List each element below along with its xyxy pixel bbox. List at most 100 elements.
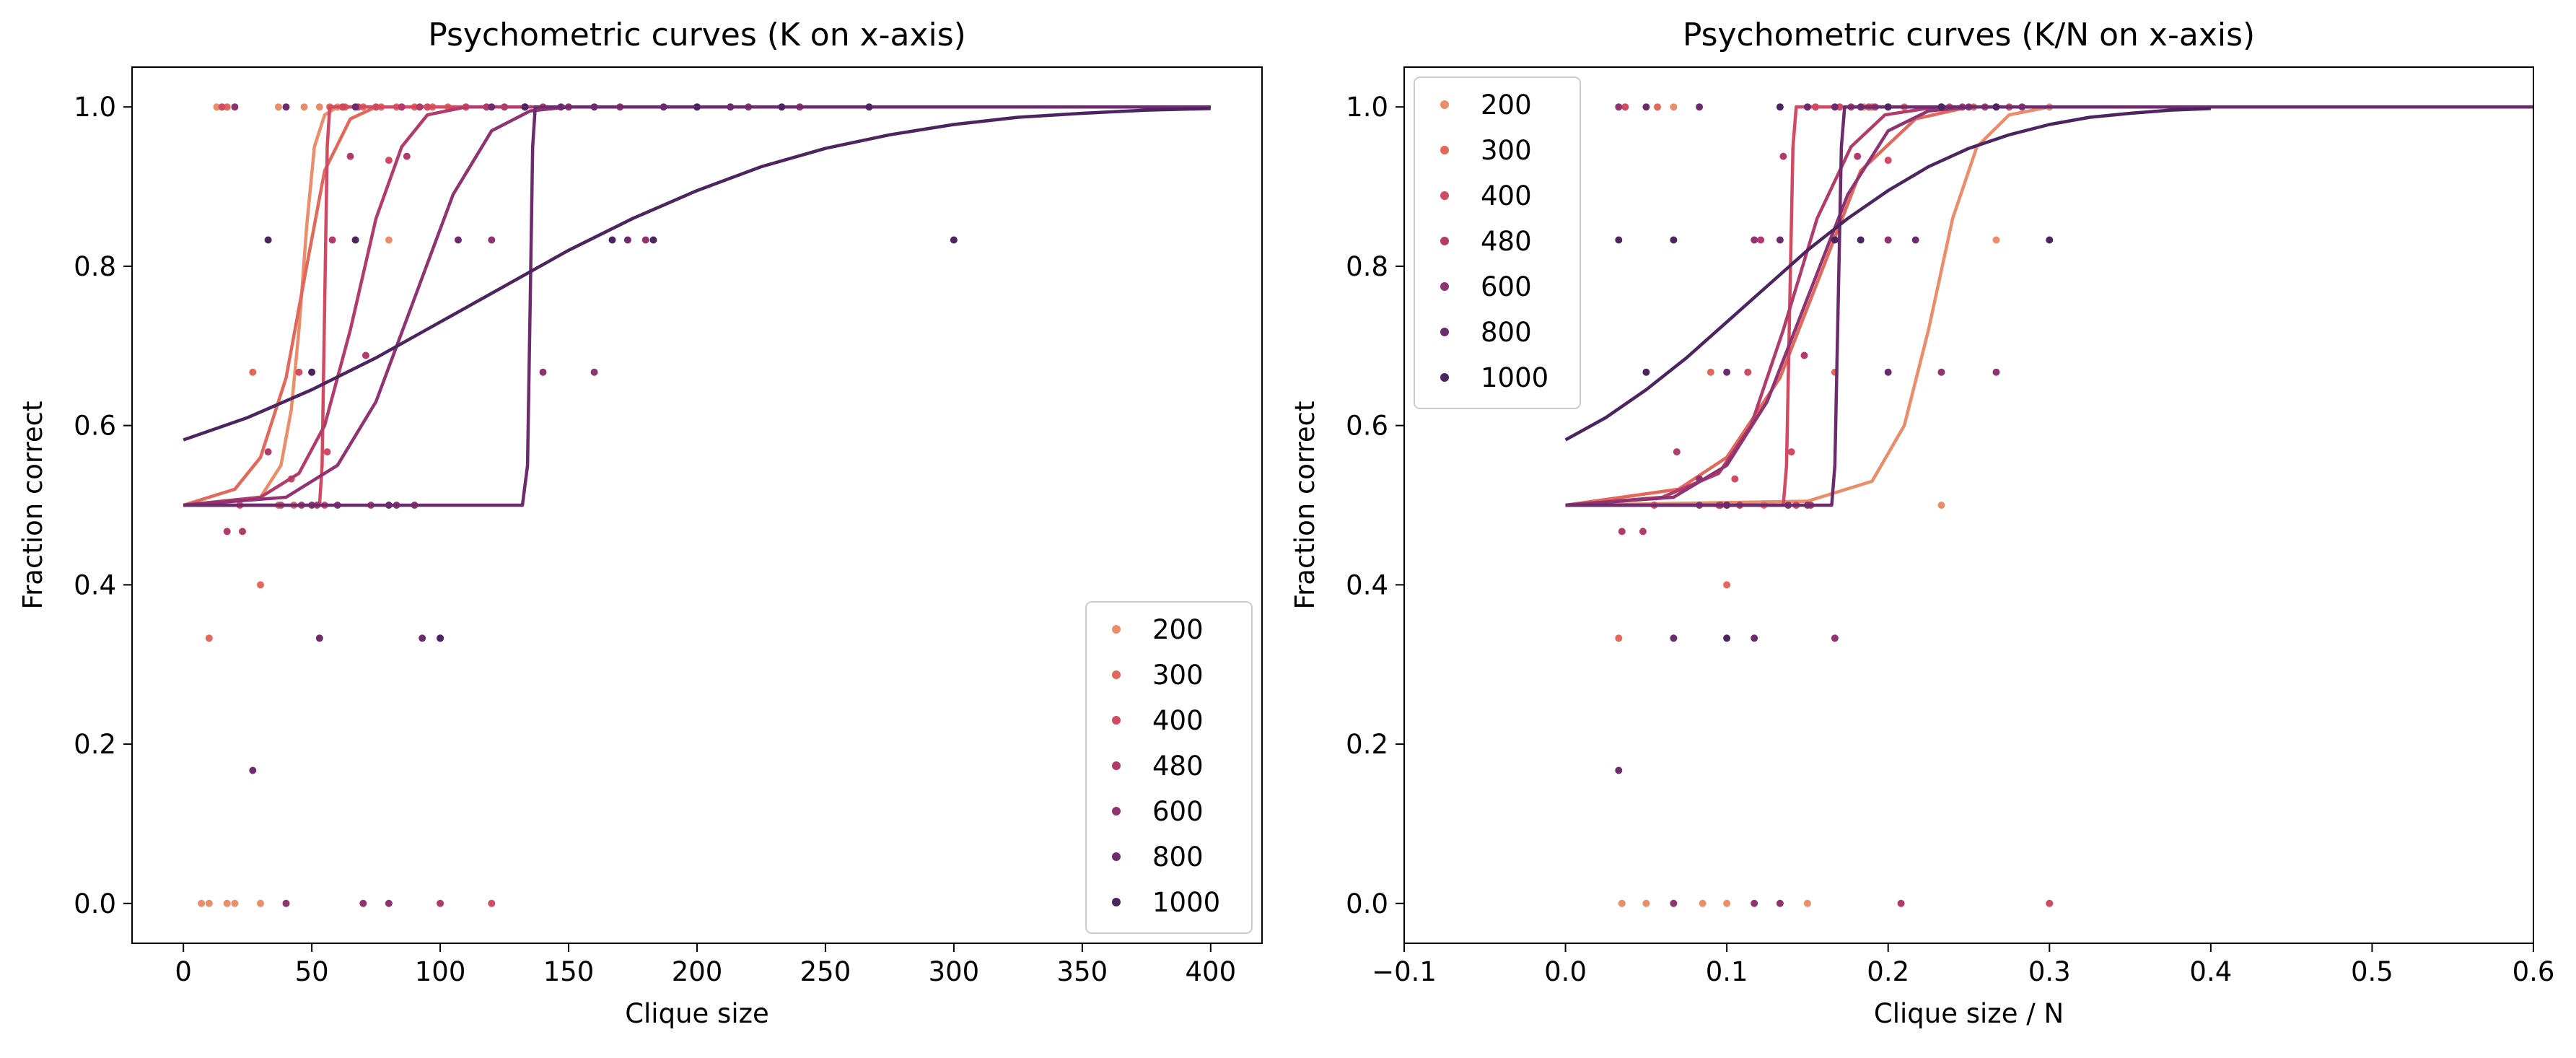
right-data-point-series-1000 [1857, 236, 1865, 244]
right-data-point-series-200 [1699, 899, 1707, 907]
left-x-tick-label: 100 [415, 956, 466, 987]
left-data-point-series-480 [501, 103, 509, 111]
left-legend-marker-300 [1112, 670, 1121, 679]
left-y-axis-label: Fraction correct [17, 401, 48, 609]
right-data-point-series-800 [1857, 103, 1865, 111]
left-legend-marker-480 [1112, 761, 1121, 770]
left-data-point-series-480 [398, 103, 406, 111]
left-data-point-series-400 [295, 368, 303, 376]
right-legend: 200 300 400 480 600 800 1000 [1414, 76, 1581, 409]
right-x-tick-label: 0.4 [2189, 956, 2232, 987]
left-data-point-series-800 [488, 103, 496, 111]
left-data-point-series-480 [416, 103, 424, 111]
left-data-point-series-800 [623, 236, 631, 244]
left-y-tick-label: 0.0 [74, 888, 116, 919]
left-data-point-series-480 [346, 152, 354, 160]
right-data-point-series-1000 [1642, 368, 1650, 376]
left-data-point-series-600 [231, 103, 239, 111]
right-data-point-series-600 [1670, 899, 1678, 907]
right-data-point-series-400 [1884, 157, 1892, 165]
left-legend: 200 300 400 480 600 800 1000 [1085, 601, 1253, 934]
right-data-point-series-200 [1618, 899, 1626, 907]
right-plot-panel: Psychometric curves (K/N on x-axis) −0.1 0… [1289, 17, 2554, 1029]
left-data-point-series-400 [218, 103, 226, 111]
left-data-point-series-480 [403, 152, 411, 160]
right-legend-marker-1000 [1440, 373, 1449, 382]
left-data-point-series-400 [385, 157, 393, 165]
left-legend-label-400: 400 [1152, 705, 1204, 736]
left-legend-marker-800 [1112, 852, 1121, 861]
left-data-point-series-480 [223, 528, 231, 535]
left-data-point-series-200 [300, 103, 308, 111]
right-legend-box [1414, 76, 1581, 409]
right-data-point-series-1000 [2046, 236, 2054, 244]
left-x-tick-label: 0 [175, 956, 192, 987]
right-x-tick-label: 0.0 [1544, 956, 1587, 987]
right-axes-frame [1403, 66, 2534, 944]
left-data-layer [183, 103, 1211, 907]
right-legend-label-800: 800 [1481, 317, 1532, 348]
left-data-point-series-600 [282, 899, 290, 907]
left-data-point-series-300 [205, 634, 213, 642]
right-data-point-series-1000 [1776, 103, 1784, 111]
left-axes-frame [131, 66, 1263, 944]
left-data-point-series-480 [264, 448, 272, 456]
right-y-axis-label: Fraction correct [1289, 401, 1320, 609]
left-legend-box [1085, 601, 1253, 934]
right-data-point-series-300 [1707, 368, 1714, 376]
right-legend-label-200: 200 [1481, 89, 1532, 121]
right-data-point-series-800 [1696, 103, 1704, 111]
right-x-axis-label: Clique size / N [1874, 998, 2064, 1029]
left-data-point-series-480 [362, 351, 369, 359]
left-data-point-series-800 [351, 103, 359, 111]
right-legend-label-1000: 1000 [1481, 362, 1548, 393]
right-data-point-series-800 [1670, 634, 1678, 642]
left-data-point-series-1000 [521, 103, 529, 111]
left-data-point-series-800 [660, 103, 667, 111]
right-data-point-series-400 [2046, 899, 2054, 907]
right-data-point-series-800 [1615, 766, 1623, 774]
left-data-point-series-800 [282, 103, 290, 111]
left-y-tick-label: 0.4 [74, 569, 116, 600]
right-data-point-series-600 [1992, 368, 2000, 376]
right-data-point-series-480 [1779, 152, 1787, 160]
right-data-point-series-200 [1642, 899, 1650, 907]
right-data-point-series-800 [1642, 103, 1650, 111]
right-data-point-series-600 [1751, 899, 1758, 907]
left-curve-series-800 [183, 105, 1211, 507]
left-data-point-series-1000 [693, 103, 701, 111]
right-data-point-series-300 [1654, 103, 1661, 111]
right-data-point-series-400 [1744, 368, 1752, 376]
right-data-point-series-480 [1854, 152, 1862, 160]
right-y-tick-label: 0.6 [1346, 411, 1388, 442]
right-x-tick-label: 0.1 [1706, 956, 1748, 987]
left-curve-series-300 [183, 105, 1211, 507]
left-legend-label-480: 480 [1152, 751, 1204, 782]
left-data-point-series-480 [239, 528, 246, 535]
left-data-point-series-200 [315, 103, 323, 111]
left-legend-label-200: 200 [1152, 614, 1204, 645]
right-legend-label-400: 400 [1481, 180, 1532, 211]
left-data-point-series-600 [488, 236, 496, 244]
right-data-point-series-480 [1618, 528, 1626, 535]
right-x-tick-label: 0.5 [2351, 956, 2393, 987]
right-data-point-series-200 [1937, 502, 1945, 509]
left-data-point-series-600 [359, 899, 367, 907]
left-data-point-series-400 [323, 448, 331, 456]
right-data-point-series-600 [1615, 103, 1623, 111]
left-data-point-series-200 [198, 899, 206, 907]
left-data-point-series-400 [372, 103, 380, 111]
left-data-point-series-480 [483, 103, 491, 111]
left-data-point-series-600 [641, 236, 649, 244]
left-data-point-series-200 [223, 899, 231, 907]
left-data-point-series-1000 [649, 236, 657, 244]
right-x-tick-label: 0.3 [2028, 956, 2071, 987]
left-legend-label-300: 300 [1152, 660, 1204, 691]
left-data-point-series-600 [539, 368, 547, 376]
right-data-point-series-480 [1757, 236, 1765, 244]
left-legend-marker-400 [1112, 716, 1121, 725]
right-data-point-series-800 [1911, 236, 1919, 244]
right-data-point-series-600 [1831, 634, 1839, 642]
